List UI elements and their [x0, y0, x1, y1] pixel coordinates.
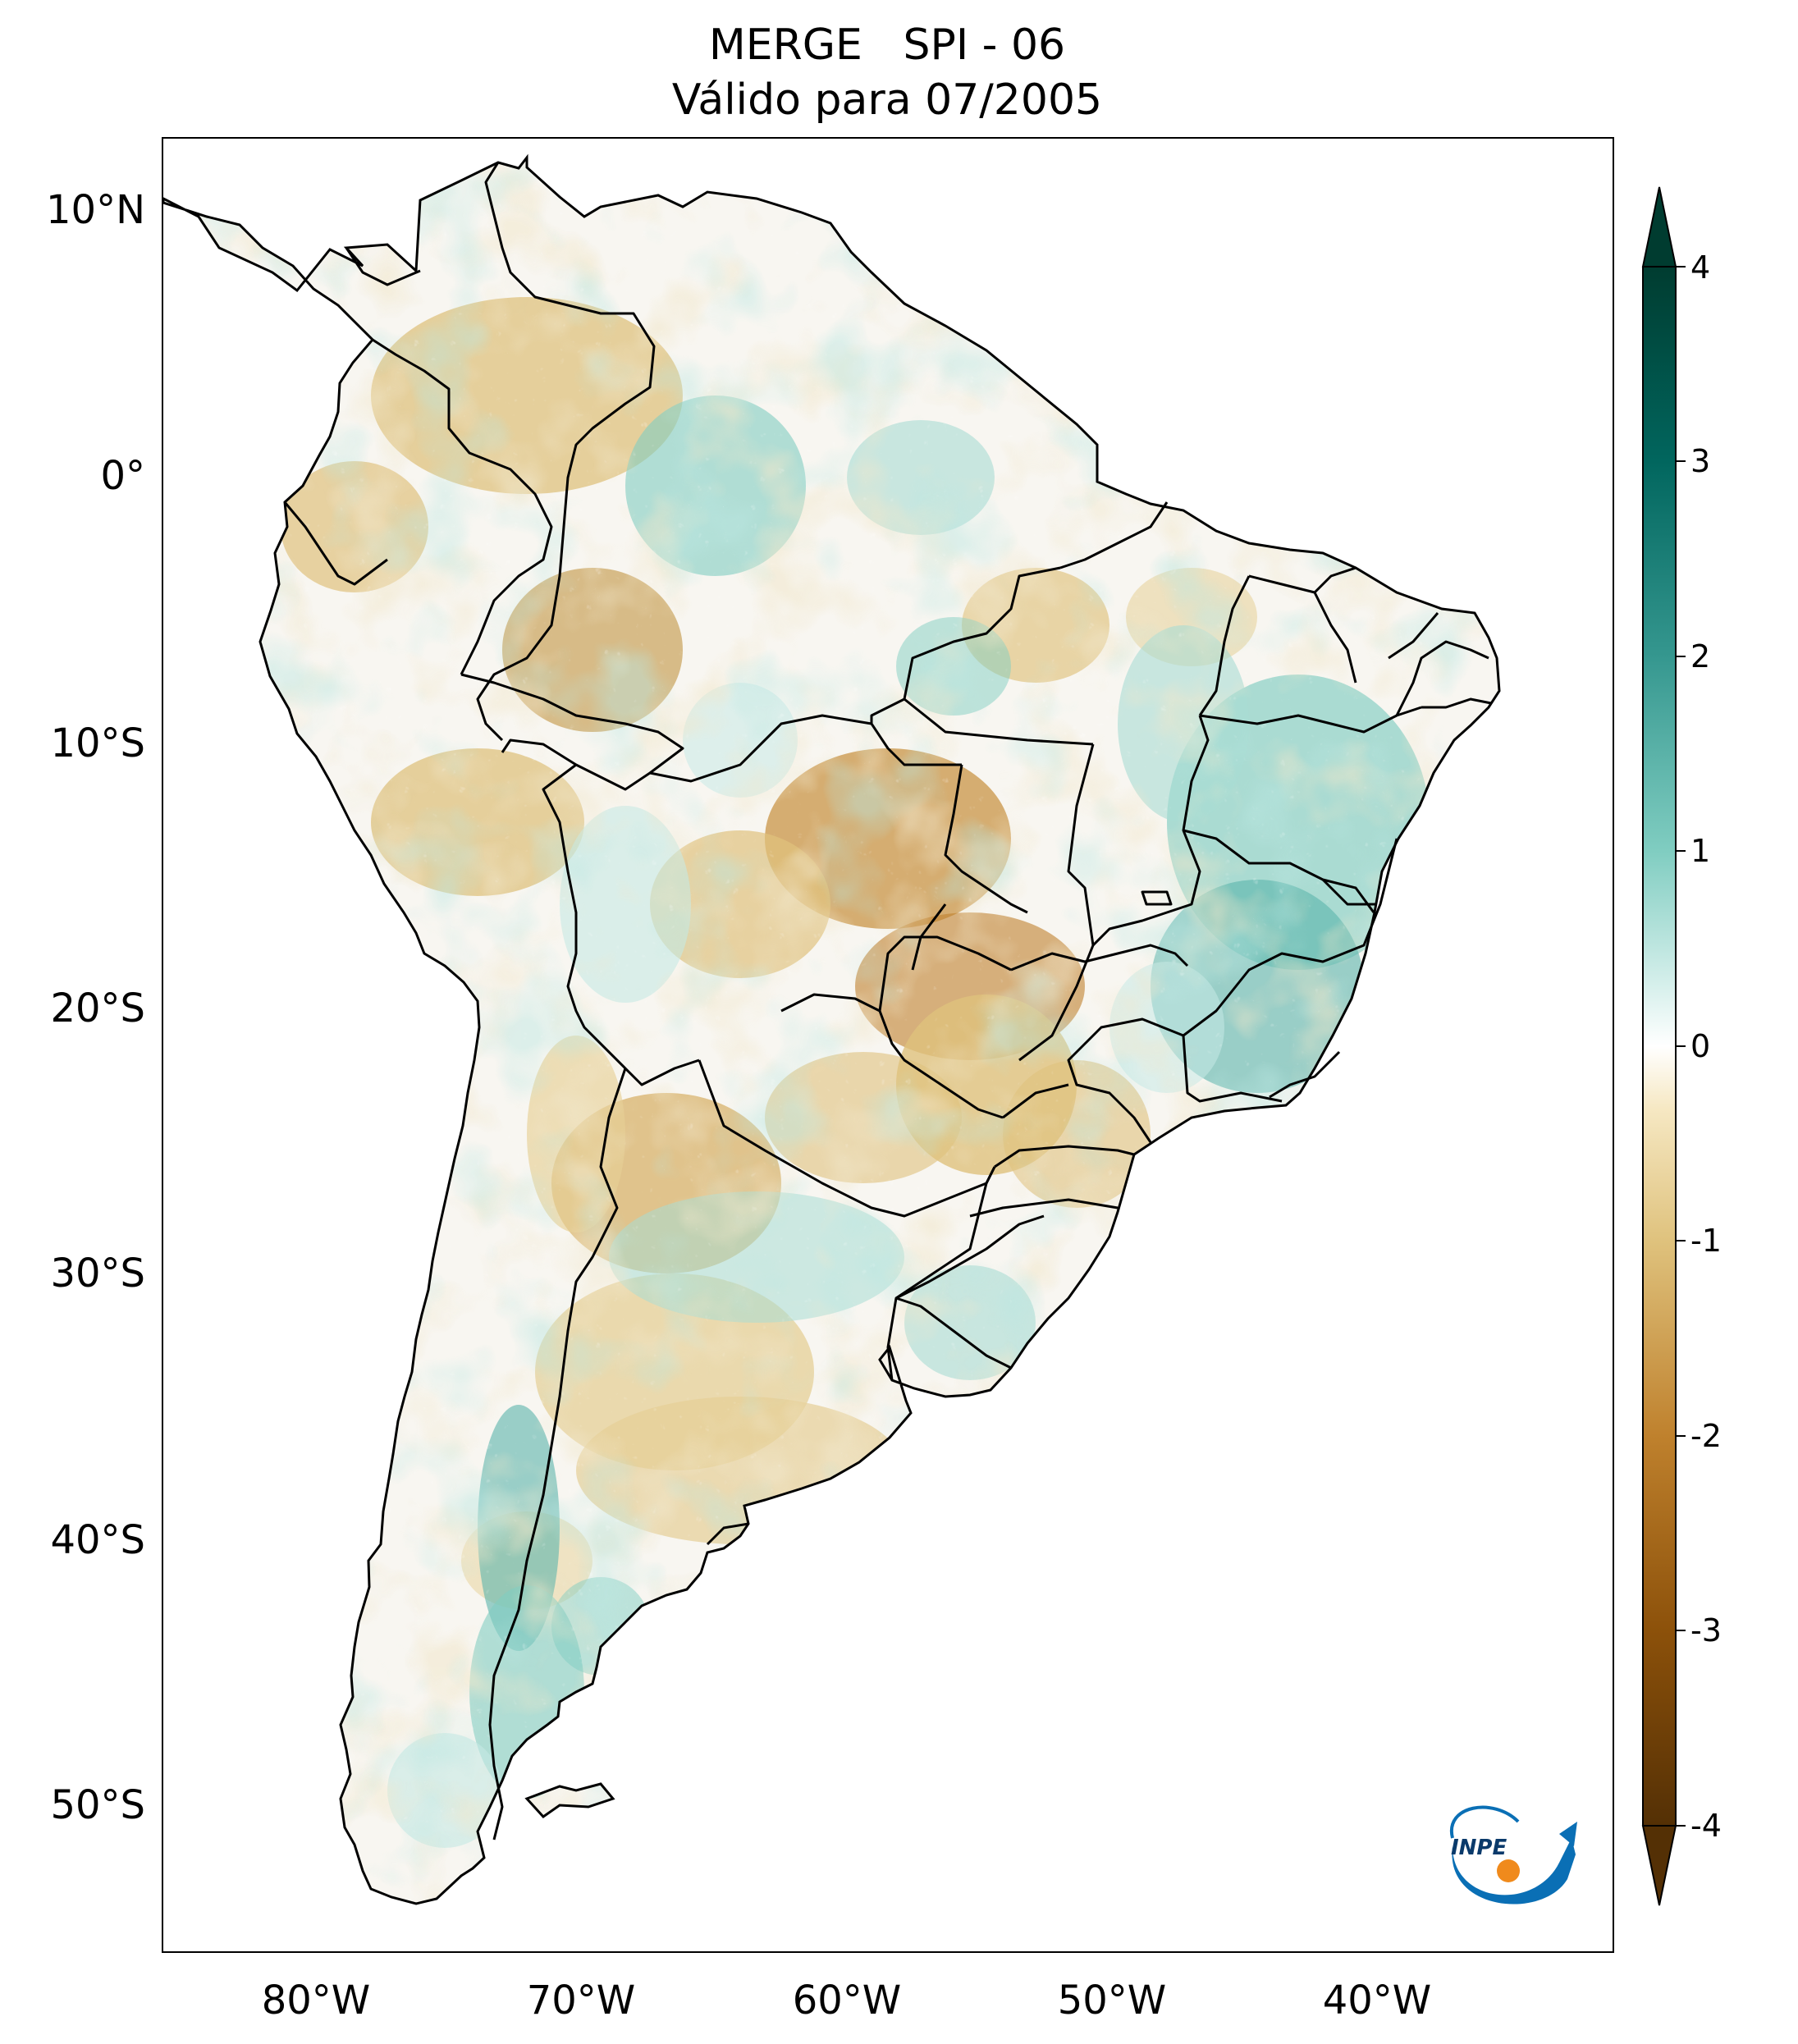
lon-label-50w: 50°W: [1057, 1978, 1167, 2023]
lat-label-50s: 50°S: [50, 1782, 145, 1828]
colorbar-label-0: 0: [1690, 1028, 1711, 1064]
colorbar-label-minus-4: -4: [1690, 1808, 1722, 1844]
spi-field: [163, 158, 1499, 1904]
colorbar-extend-top: [1641, 186, 1677, 268]
map-title: MERGE SPI - 06: [708, 21, 1066, 70]
colorbar-label-2: 2: [1690, 638, 1711, 674]
lon-label-40w: 40°W: [1322, 1978, 1432, 2023]
inpe-logo-icon: INPE: [1449, 1805, 1577, 1905]
lon-label-70w: 70°W: [526, 1978, 636, 2023]
borders: [283, 162, 1492, 1841]
colorbar-extend-bottom: [1641, 1825, 1677, 1906]
colorbar-ticks: [1676, 266, 1686, 1827]
lon-label-60w: 60°W: [792, 1978, 902, 2023]
colorbar-label-4: 4: [1690, 249, 1711, 286]
colorbar-label-1: 1: [1690, 833, 1711, 869]
south-america-map: [163, 156, 1501, 1905]
colorbar-label-minus-3: -3: [1690, 1612, 1722, 1648]
map-subtitle: Válido para 07/2005: [671, 75, 1103, 125]
map-frame: [162, 137, 1614, 1953]
lat-label-0: 0°: [100, 453, 145, 499]
colorbar-label-minus-2: -2: [1690, 1418, 1722, 1454]
lon-label-80w: 80°W: [261, 1978, 371, 2023]
inpe-logo-text: INPE: [1451, 1836, 1507, 1860]
lat-label-10n: 10°N: [46, 187, 145, 233]
lat-label-10s: 10°S: [50, 720, 145, 766]
colorbar: [1641, 186, 1686, 1906]
colorbar-body: [1642, 266, 1677, 1827]
colorbar-label-minus-1: -1: [1690, 1223, 1722, 1259]
lat-label-30s: 30°S: [50, 1251, 145, 1296]
colorbar-label-3: 3: [1690, 443, 1711, 479]
lat-label-40s: 40°S: [50, 1517, 145, 1563]
lat-label-20s: 20°S: [50, 985, 145, 1031]
